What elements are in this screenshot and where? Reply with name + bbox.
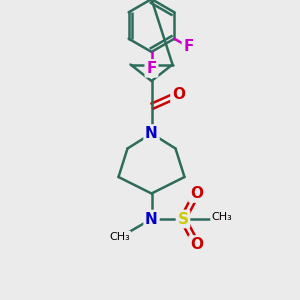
Text: O: O xyxy=(190,237,203,252)
Text: O: O xyxy=(172,87,185,102)
Text: F: F xyxy=(184,39,194,54)
Text: O: O xyxy=(190,186,203,201)
Text: CH₃: CH₃ xyxy=(109,232,130,242)
Text: S: S xyxy=(178,212,188,226)
Text: F: F xyxy=(146,61,157,76)
Text: CH₃: CH₃ xyxy=(212,212,233,223)
Text: N: N xyxy=(145,212,158,226)
Text: N: N xyxy=(145,126,158,141)
